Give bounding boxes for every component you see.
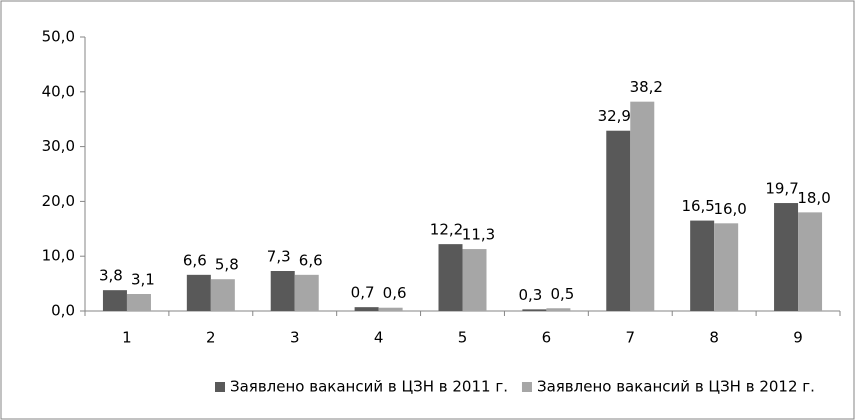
y-tick-label: 0,0: [51, 302, 75, 320]
data-label: 0,6: [383, 284, 407, 302]
bar: [462, 249, 487, 311]
bar: [522, 309, 547, 311]
data-label: 32,9: [598, 107, 631, 125]
data-label: 6,6: [183, 251, 207, 269]
x-tick-label: 7: [626, 329, 636, 347]
data-label: 11,3: [462, 226, 495, 244]
bar: [270, 270, 295, 311]
x-tick-label: 5: [458, 329, 468, 347]
data-label: 18,0: [797, 189, 830, 207]
data-label: 3,1: [131, 271, 155, 289]
y-tick-label: 50,0: [42, 28, 75, 46]
data-label: 0,5: [550, 285, 574, 303]
data-label: 0,7: [351, 284, 375, 302]
bar: [606, 130, 631, 311]
bar: [186, 274, 211, 311]
bar: [102, 290, 127, 311]
bar: [774, 203, 799, 311]
x-tick-label: 8: [709, 329, 719, 347]
data-label: 7,3: [267, 247, 291, 265]
bar: [210, 279, 235, 311]
data-label: 6,6: [299, 251, 323, 269]
x-tick-label: 4: [374, 329, 384, 347]
data-label: 12,2: [430, 221, 463, 239]
y-tick-label: 20,0: [42, 192, 75, 210]
bar: [630, 101, 655, 311]
x-tick-label: 9: [793, 329, 803, 347]
x-tick-label: 6: [542, 329, 552, 347]
x-tick-label: 1: [122, 329, 132, 347]
data-label: 38,2: [630, 78, 663, 96]
y-tick-label: 10,0: [42, 247, 75, 265]
bar: [354, 307, 379, 311]
bar: [714, 223, 739, 311]
legend-swatch: [215, 382, 225, 392]
bar: [438, 244, 463, 311]
data-label: 19,7: [765, 180, 798, 198]
legend-swatch: [521, 382, 532, 392]
bar: [690, 220, 715, 311]
bar: [294, 274, 319, 311]
bar: [126, 294, 151, 311]
x-tick-label: 3: [290, 329, 300, 347]
x-tick-label: 2: [206, 329, 216, 347]
data-label: 0,3: [518, 286, 542, 304]
legend-label: Заявлено вакансий в ЦЗН в 2012 г.: [537, 378, 815, 396]
y-tick-label: 30,0: [42, 137, 75, 155]
y-tick-label: 40,0: [42, 82, 75, 100]
data-label: 16,5: [681, 197, 714, 215]
bar: [546, 308, 571, 311]
bar: [378, 307, 403, 311]
data-label: 5,8: [215, 256, 239, 274]
data-label: 16,0: [713, 200, 746, 218]
data-label: 3,8: [99, 267, 123, 285]
bar: [798, 212, 823, 311]
legend-label: Заявлено вакансий в ЦЗН в 2011 г.: [230, 378, 508, 396]
